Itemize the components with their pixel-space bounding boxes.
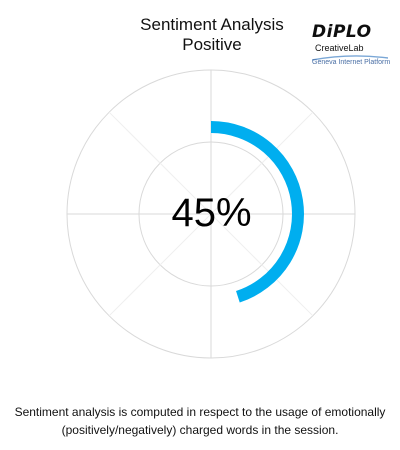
chart-subtitle: Positive: [182, 35, 242, 54]
diplo-logo: DiPLO CreativeLab Geneva Internet Platfo…: [312, 22, 391, 74]
chart-title: Sentiment Analysis: [140, 15, 284, 34]
logo-name: DiPLO: [312, 22, 372, 42]
chart-caption: Sentiment analysis is computed in respec…: [14, 405, 386, 437]
logo-platform: Geneva Internet Platform: [312, 59, 391, 66]
percent-label: 45%: [171, 191, 252, 235]
chart-title-block: Sentiment Analysis Positive: [0, 15, 400, 55]
gauge-diagonal-line: [108, 111, 314, 317]
logo-subtitle: CreativeLab: [315, 43, 364, 53]
logo-swoosh: [312, 55, 388, 61]
gauge-value-arc: [210, 121, 304, 303]
